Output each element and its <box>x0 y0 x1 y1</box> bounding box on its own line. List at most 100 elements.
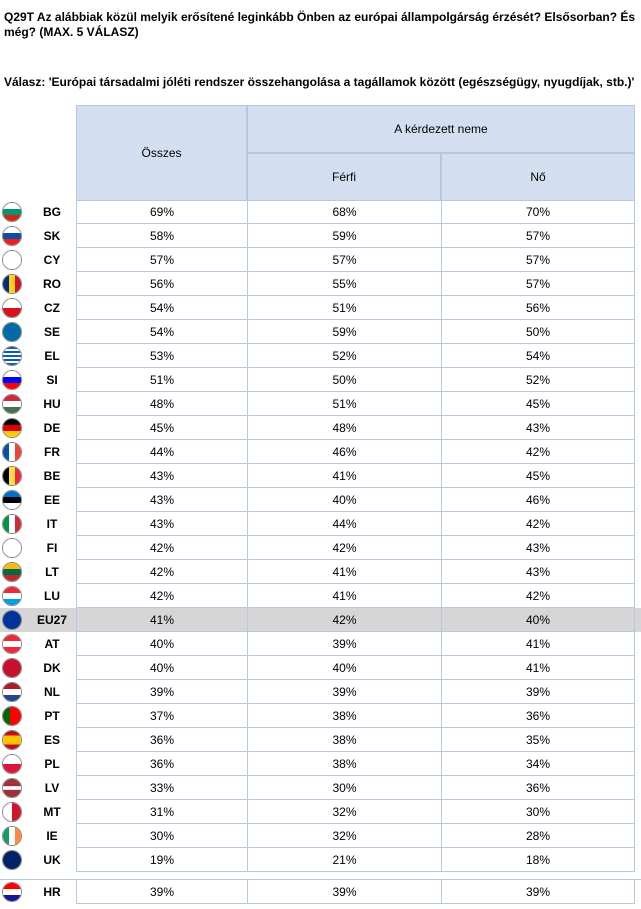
cell-male: 39% <box>247 632 441 656</box>
country-code: PT <box>44 709 60 723</box>
cell-female: 56% <box>441 296 635 320</box>
cell-male: 39% <box>247 680 441 704</box>
table-row: IT 43% 44% 42% <box>0 512 641 536</box>
country-code: FI <box>46 541 58 555</box>
cell-male: 59% <box>247 320 441 344</box>
cell-total: 43% <box>76 464 247 488</box>
table-row: RO 56% 55% 57% <box>0 272 641 296</box>
country-code: CY <box>43 253 61 267</box>
table-row: CY 57% 57% 57% <box>0 248 641 272</box>
header-total-label: Összes <box>141 146 182 160</box>
cell-male: 41% <box>247 464 441 488</box>
cell-female: 43% <box>441 560 635 584</box>
cell-female: 57% <box>441 272 635 296</box>
cell-male: 38% <box>247 704 441 728</box>
cell-male: 38% <box>247 752 441 776</box>
country-code: SE <box>43 325 60 339</box>
cell-female: 35% <box>441 728 635 752</box>
cell-total: 39% <box>76 680 247 704</box>
country-code: RO <box>43 277 61 291</box>
cell-female: 30% <box>441 800 635 824</box>
cell-total: 58% <box>76 224 247 248</box>
header-female: Nő <box>441 153 635 201</box>
cell-male: 38% <box>247 728 441 752</box>
cell-female: 57% <box>441 248 635 272</box>
table-row: IE 30% 32% 28% <box>0 824 641 848</box>
cell-male: 44% <box>247 512 441 536</box>
lt-flag-icon <box>2 562 22 582</box>
table-row: SE 54% 59% 50% <box>0 320 641 344</box>
table-row: EE 43% 40% 46% <box>0 488 641 512</box>
hu-flag-icon <box>2 394 22 414</box>
table-row: PL 36% 38% 34% <box>0 752 641 776</box>
table-row: FI 42% 42% 43% <box>0 536 641 560</box>
cell-female: 36% <box>441 704 635 728</box>
it-flag-icon <box>2 514 22 534</box>
cell-female: 70% <box>441 200 635 224</box>
cell-total: 31% <box>76 800 247 824</box>
cell-female: 39% <box>441 880 635 904</box>
si-flag-icon <box>2 370 22 390</box>
cell-total: 44% <box>76 440 247 464</box>
cy-flag-icon <box>2 250 22 270</box>
cell-total: 40% <box>76 656 247 680</box>
table-row: FR 44% 46% 42% <box>0 440 641 464</box>
cell-total: 43% <box>76 512 247 536</box>
gr-flag-icon <box>2 346 22 366</box>
cell-total: 43% <box>76 488 247 512</box>
country-code: BG <box>43 205 61 219</box>
country-code: EU27 <box>36 613 68 627</box>
country-code: FR <box>44 445 60 459</box>
country-code: HR <box>43 885 61 899</box>
data-table-body: BG 69% 68% 70% SK 58% 59% 57% CY 57% 57% 57% RO 56% 55… <box>0 200 641 904</box>
country-code: MT <box>43 805 61 819</box>
cell-total: 42% <box>76 560 247 584</box>
hr-flag-icon <box>2 882 22 902</box>
cell-male: 32% <box>247 824 441 848</box>
cell-total: 36% <box>76 728 247 752</box>
cell-male: 39% <box>247 880 441 904</box>
cell-female: 52% <box>441 368 635 392</box>
fr-flag-icon <box>2 442 22 462</box>
table-row: LV 33% 30% 36% <box>0 776 641 800</box>
fi-flag-icon <box>2 538 22 558</box>
ie-flag-icon <box>2 826 22 846</box>
cell-total: 45% <box>76 416 247 440</box>
question-text: Q29T Az alábbiak közül melyik erősítené … <box>4 10 636 39</box>
nl-flag-icon <box>2 682 22 702</box>
country-code: BE <box>43 469 61 483</box>
country-code: DE <box>43 421 61 435</box>
cell-female: 41% <box>441 632 635 656</box>
cell-total: 41% <box>76 608 247 632</box>
cell-male: 52% <box>247 344 441 368</box>
country-code: PL <box>44 757 60 771</box>
cell-female: 42% <box>441 512 635 536</box>
table-row: DK 40% 40% 41% <box>0 656 641 680</box>
bg-flag-icon <box>2 202 22 222</box>
cell-male: 30% <box>247 776 441 800</box>
table-row: EU27 41% 42% 40% <box>0 608 641 632</box>
table-row: NL 39% 39% 39% <box>0 680 641 704</box>
table-row: SK 58% 59% 57% <box>0 224 641 248</box>
cz-flag-icon <box>2 298 22 318</box>
cell-male: 51% <box>247 296 441 320</box>
table-row: BG 69% 68% 70% <box>0 200 641 224</box>
header-male: Férfi <box>247 153 441 201</box>
cell-total: 42% <box>76 584 247 608</box>
table-row: ES 36% 38% 35% <box>0 728 641 752</box>
cell-male: 51% <box>247 392 441 416</box>
country-code: LV <box>44 781 60 795</box>
cell-total: 19% <box>76 848 247 872</box>
pt-flag-icon <box>2 706 22 726</box>
table-row: PT 37% 38% 36% <box>0 704 641 728</box>
cell-male: 21% <box>247 848 441 872</box>
cell-total: 57% <box>76 248 247 272</box>
cell-female: 50% <box>441 320 635 344</box>
table-row: SI 51% 50% 52% <box>0 368 641 392</box>
cell-female: 34% <box>441 752 635 776</box>
cell-female: 40% <box>441 608 635 632</box>
table-row: HU 48% 51% 45% <box>0 392 641 416</box>
cell-total: 33% <box>76 776 247 800</box>
table-row: LT 42% 41% 43% <box>0 560 641 584</box>
cell-female: 57% <box>441 224 635 248</box>
